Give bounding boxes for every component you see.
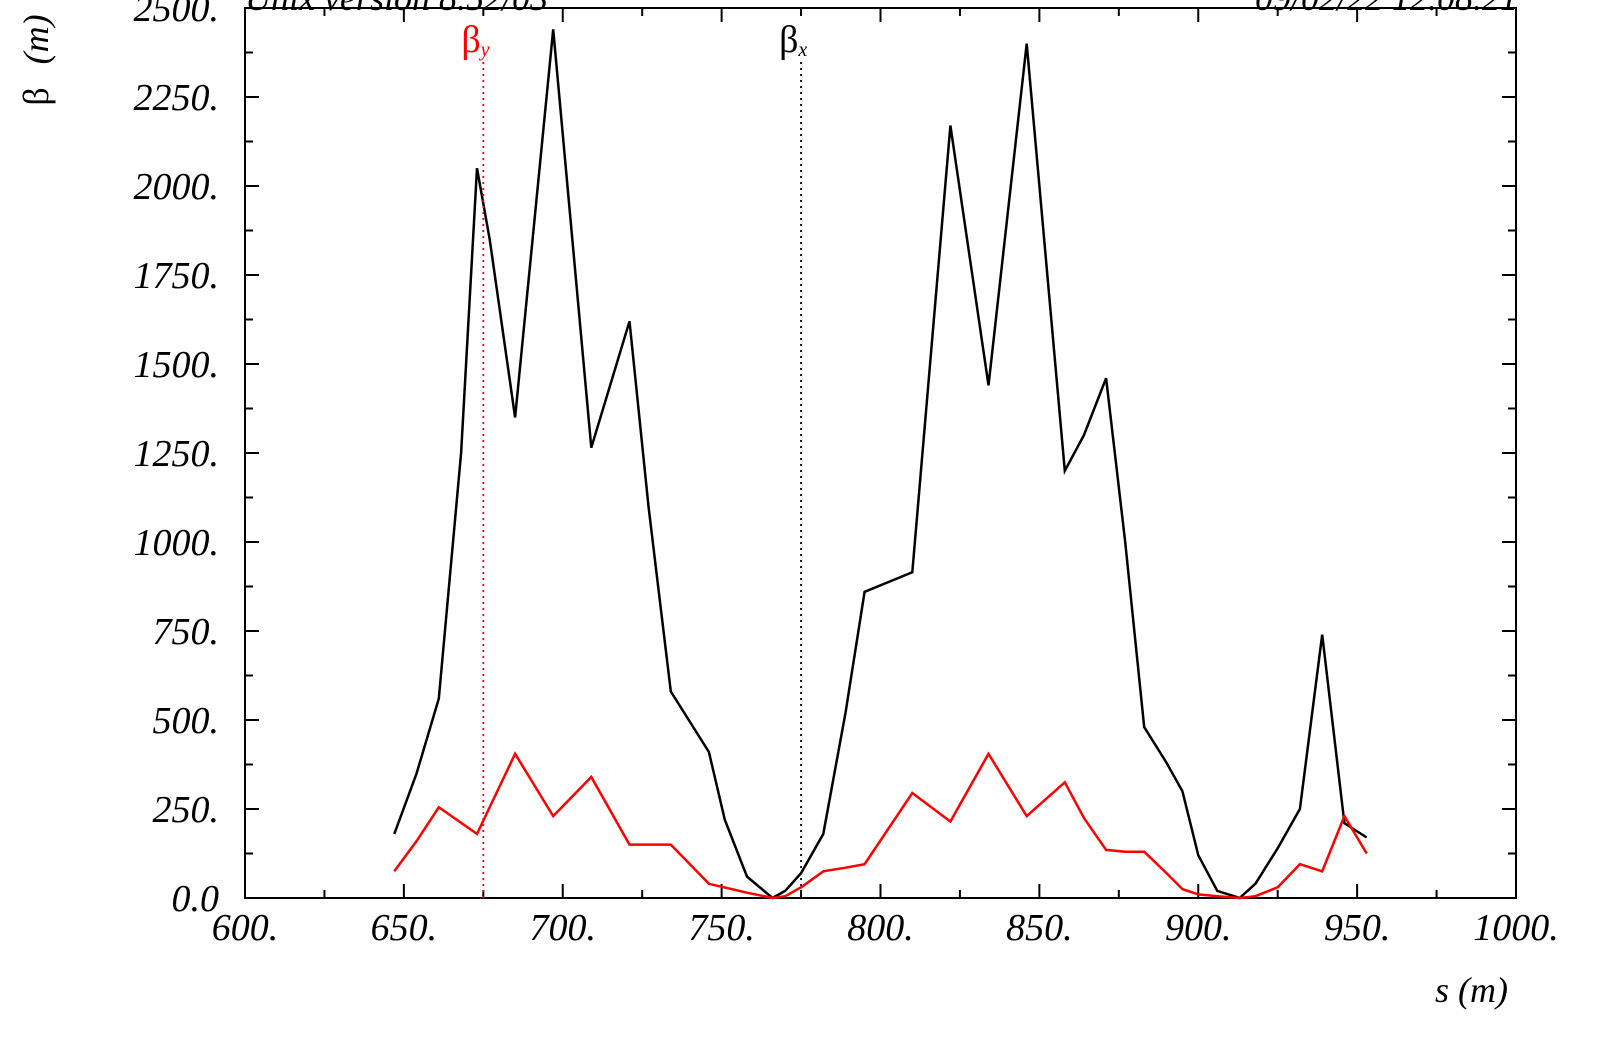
y-tick-label: 1750. <box>134 255 220 297</box>
y-tick-label: 250. <box>153 789 220 831</box>
y-axis-label-unit: (m) <box>16 14 56 64</box>
series-label-x: βx <box>779 19 807 61</box>
svg-text:β (m): β (m) <box>16 14 56 105</box>
y-tick-label: 500. <box>153 700 220 742</box>
x-tick-label: 750. <box>688 907 755 949</box>
x-tick-label: 950. <box>1324 907 1391 949</box>
series-label-y: βy <box>461 19 489 61</box>
plot-border <box>244 7 1517 899</box>
y-tick-label: 2500. <box>134 0 220 30</box>
y-tick-label: 1500. <box>134 344 220 386</box>
series-lines <box>393 29 1368 900</box>
y-tick-label: 1000. <box>134 522 220 564</box>
x-tick-label: 800. <box>847 907 914 949</box>
x-axis-label: s (m) <box>1435 970 1508 1010</box>
series-line-x <box>393 29 1368 900</box>
y-tick-label: 2250. <box>134 77 220 119</box>
y-tick-label: 1250. <box>134 433 220 475</box>
plot-frame <box>244 7 1517 899</box>
x-tick-label: 650. <box>371 907 438 949</box>
y-tick-label: 0.0 <box>172 878 220 920</box>
x-tick-label: 700. <box>530 907 597 949</box>
header-timestamp-text: 09/02/22 12.08.21 <box>1255 0 1518 18</box>
tick-labels: 600. 650. 700. 750. 800. 850. 900. 950. 1000. 0.0… <box>134 0 1559 949</box>
x-tick-label: 1000. <box>1473 907 1559 949</box>
y-tick-label: 750. <box>153 611 220 653</box>
x-tick-label: 850. <box>1006 907 1073 949</box>
y-axis-label: β (m) <box>16 14 56 105</box>
x-tick-label: 600. <box>212 907 279 949</box>
axis-ticks <box>244 7 1517 899</box>
x-tick-label: 900. <box>1165 907 1232 949</box>
series-markers: βx βy <box>461 19 807 898</box>
series-line-y <box>393 751 1368 900</box>
y-tick-label: 2000. <box>134 166 220 208</box>
header-version-text: Unix version 8.52/03 <box>245 0 548 18</box>
y-axis-label-symbol: β <box>16 87 56 105</box>
